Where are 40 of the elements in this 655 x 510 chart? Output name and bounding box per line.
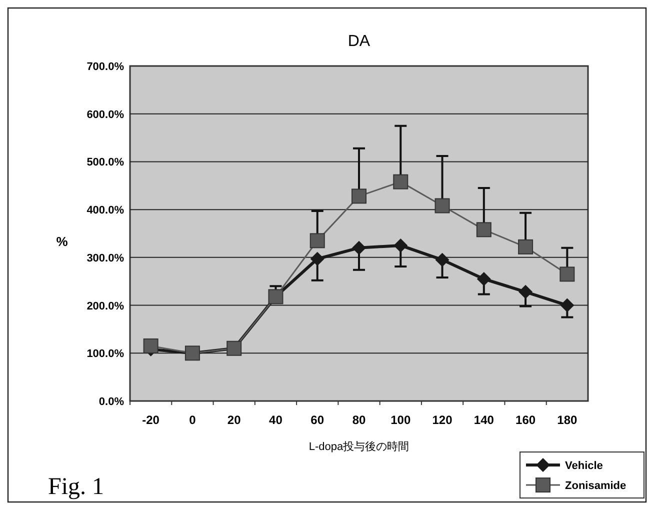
- y-tick-label: 300.0%: [86, 252, 124, 264]
- y-tick-label: 200.0%: [86, 300, 124, 312]
- point: [434, 198, 450, 214]
- x-tick-label: 140: [474, 413, 494, 427]
- x-tick-label: 0: [189, 413, 196, 427]
- point: [352, 188, 366, 204]
- caption: Fig. 1: [48, 474, 104, 500]
- point: [560, 298, 574, 312]
- x-tick-label: 120: [432, 413, 453, 427]
- x-tick-label: 20: [227, 413, 242, 427]
- y-tick-label: 700.0%: [86, 61, 124, 73]
- point: [143, 338, 158, 354]
- y-tick-label: 0.0%: [98, 396, 124, 408]
- chart-title: DA: [348, 33, 370, 50]
- point: [476, 222, 492, 238]
- x-tick-label: 100: [390, 413, 411, 427]
- x-tick-label: 180: [557, 413, 578, 427]
- x-tick-label: 60: [310, 413, 324, 427]
- legend-label: Zonisamide: [565, 480, 626, 492]
- y-tick-label: 500.0%: [86, 156, 124, 169]
- y-tick-label: 600.0%: [86, 108, 124, 121]
- x-axis-title: L-dopa投与後の時間: [308, 440, 410, 453]
- x-tick-label: -20: [142, 413, 160, 427]
- point: [352, 240, 366, 255]
- point: [435, 252, 450, 267]
- point: [518, 284, 533, 299]
- y-tick-label: 400.0%: [86, 204, 124, 217]
- point: [393, 174, 408, 190]
- point: [518, 239, 534, 254]
- x-tick-label: 80: [352, 413, 366, 427]
- legend-label: Vehicle: [565, 460, 603, 472]
- point: [394, 238, 408, 252]
- point: [310, 252, 324, 266]
- x-tick-label: 160: [516, 413, 536, 427]
- point: [310, 233, 325, 248]
- point: [476, 272, 491, 286]
- y-tick-label: 100.0%: [86, 348, 124, 360]
- y-axis-title: %: [56, 234, 68, 249]
- point: [560, 266, 575, 282]
- x-tick-label: 40: [269, 413, 283, 427]
